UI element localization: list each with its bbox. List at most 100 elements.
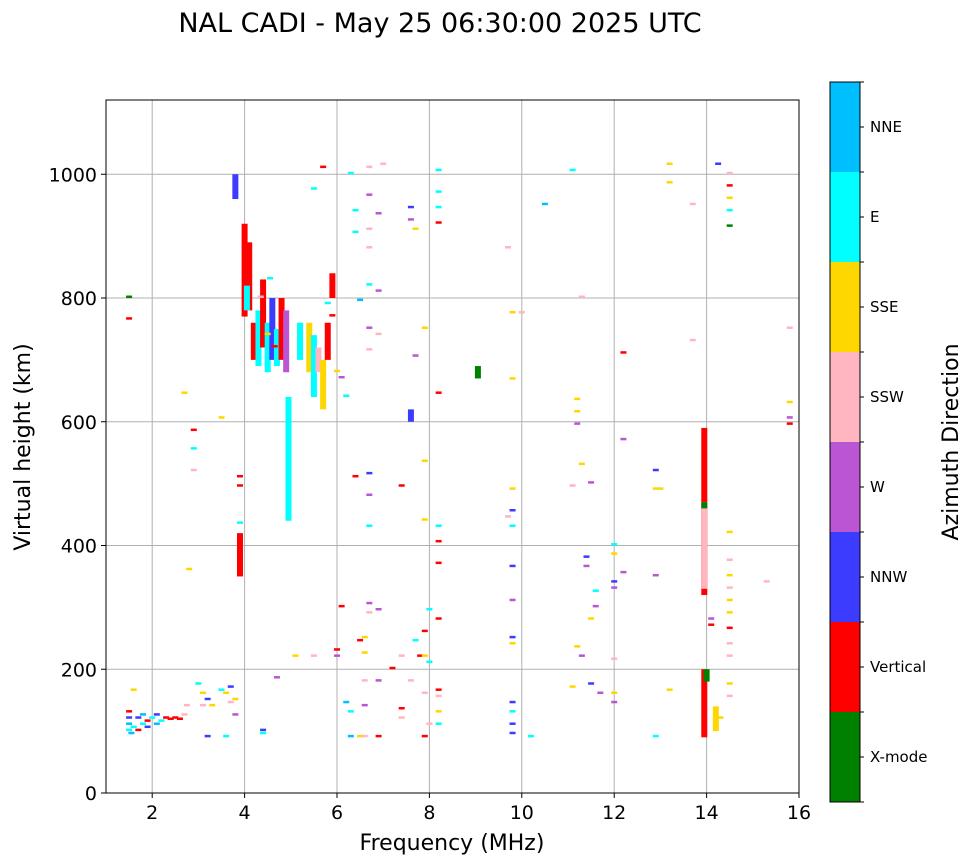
data-point-e <box>366 283 373 286</box>
data-point-ssw <box>366 348 373 351</box>
data-point-w <box>509 598 516 602</box>
data-point-sse <box>232 697 239 701</box>
data-point-nnw <box>583 555 590 558</box>
x-tick-label: 16 <box>787 802 811 824</box>
grid-lines <box>106 100 800 794</box>
y-tick-label: 200 <box>61 659 97 681</box>
chart-title: NAL CADI - May 25 06:30:00 2025 UTC <box>178 8 701 39</box>
data-point-ssw <box>200 703 207 707</box>
data-point-e <box>255 310 262 367</box>
data-point-sse <box>509 377 516 380</box>
data-point-sse <box>223 691 230 695</box>
data-point-sse <box>357 734 364 738</box>
data-point-nne <box>153 722 160 725</box>
data-point-nnw <box>366 471 373 475</box>
data-point-e <box>264 322 271 373</box>
data-point-sse <box>412 227 419 230</box>
data-point-w <box>273 676 280 679</box>
data-point-sse <box>574 397 581 401</box>
data-point-vertical <box>620 351 627 354</box>
data-point-e <box>652 734 659 738</box>
data-point-ssw <box>181 713 188 716</box>
data-point-sse <box>726 682 733 685</box>
data-point-nnw <box>204 697 211 701</box>
x-axis-label: Frequency (MHz) <box>360 831 545 856</box>
data-point-sse <box>578 462 585 466</box>
data-point-nnw <box>260 728 267 732</box>
data-point-w <box>574 422 581 425</box>
data-point-vertical <box>135 728 142 732</box>
data-point-sse <box>726 611 733 614</box>
data-point-x-mode <box>726 224 733 227</box>
data-point-vertical <box>190 428 197 432</box>
data-point-sse <box>574 645 581 648</box>
y-tick-label: 0 <box>85 783 97 805</box>
colorbar-tick-label: SSE <box>870 298 899 316</box>
data-point-w <box>592 604 599 608</box>
data-points <box>126 162 793 738</box>
colorbar-tick-label: NNE <box>870 118 902 136</box>
data-point-e <box>343 394 350 398</box>
data-point-nnw <box>153 713 160 716</box>
data-point-e <box>569 168 576 172</box>
data-point-e <box>310 335 317 397</box>
data-point-sse <box>421 459 428 462</box>
data-point-sse <box>264 332 271 336</box>
data-point-w <box>407 218 414 221</box>
colorbar-tick-label: NNW <box>870 568 907 586</box>
data-point-sse <box>334 369 340 373</box>
data-point-w <box>375 679 382 682</box>
data-point-ssw <box>380 162 387 165</box>
data-point-nnw <box>509 722 516 725</box>
data-point-vertical <box>334 648 340 651</box>
data-point-sse <box>569 685 576 688</box>
data-point-vertical <box>352 474 359 478</box>
data-point-vertical <box>144 719 151 722</box>
data-point-e <box>324 301 331 305</box>
x-tick-label: 2 <box>146 802 158 824</box>
data-point-e <box>310 187 317 190</box>
data-point-e <box>352 208 359 212</box>
data-point-ssw <box>190 468 197 472</box>
data-point-vertical <box>246 242 253 311</box>
data-point-sse <box>509 487 516 490</box>
data-point-nne <box>347 734 354 738</box>
data-point-nnw <box>509 700 516 704</box>
data-point-e <box>139 722 146 725</box>
data-point-e <box>285 397 292 521</box>
y-axis-ticks: 0 200 400 600 800 1000 <box>49 164 106 805</box>
data-point-nnw <box>509 508 516 512</box>
data-point-vertical <box>250 322 257 360</box>
data-point-ssw <box>726 558 733 561</box>
data-point-vertical <box>320 165 327 169</box>
data-point-ssw <box>361 734 368 738</box>
data-point-sse <box>509 310 516 314</box>
colorbar-swatch-x-mode <box>830 712 860 802</box>
data-point-x-mode <box>126 295 133 299</box>
data-point-ssw <box>726 694 733 698</box>
data-point-w <box>652 573 659 577</box>
data-point-sse <box>200 691 207 695</box>
y-tick-label: 600 <box>61 412 97 434</box>
data-point-sse <box>726 573 733 577</box>
data-point-vertical <box>357 638 364 642</box>
data-point-sse <box>435 710 442 713</box>
data-point-nnw <box>652 468 659 472</box>
data-point-sse <box>588 617 595 620</box>
data-point-vertical <box>236 484 243 487</box>
colorbar-tick-label: W <box>870 478 885 496</box>
data-point-w <box>283 310 290 373</box>
data-point-sse <box>726 196 733 200</box>
data-point-ssw <box>407 679 414 682</box>
data-point-w <box>375 211 382 215</box>
data-point-sse <box>712 706 719 732</box>
data-point-vertical <box>398 706 405 710</box>
data-point-e <box>223 734 230 738</box>
data-point-sse <box>726 530 733 534</box>
data-point-ssw <box>183 703 190 707</box>
data-point-w <box>366 493 373 497</box>
data-point-ssw <box>366 227 373 230</box>
data-point-sse <box>421 518 428 521</box>
data-point-ssw <box>763 580 770 583</box>
